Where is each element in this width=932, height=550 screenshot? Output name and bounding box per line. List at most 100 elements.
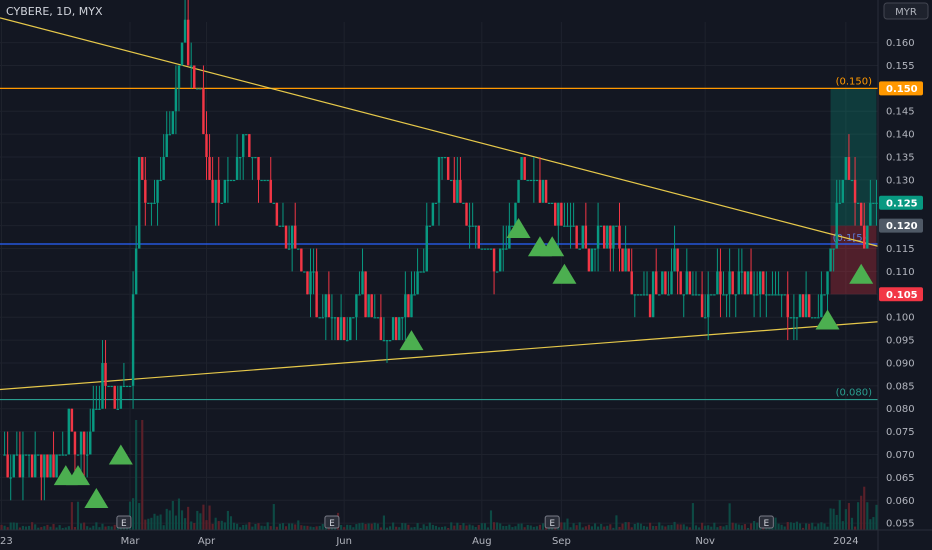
volume-bar <box>407 524 410 530</box>
volume-bar <box>92 525 95 530</box>
volume-bar <box>355 524 358 530</box>
volume-bar <box>196 510 199 530</box>
volume-bar <box>731 522 734 530</box>
price-tick-label: 0.130 <box>886 175 915 186</box>
candle-body <box>765 294 768 296</box>
volume-bar <box>40 527 43 530</box>
trendline <box>0 321 879 391</box>
candle-body <box>358 294 361 296</box>
earnings-marker <box>758 515 774 529</box>
price-tick-label: 0.065 <box>886 473 915 484</box>
candle-body <box>342 317 346 341</box>
candle-body <box>630 271 633 295</box>
volume-bar <box>578 522 581 530</box>
candle-body <box>180 42 184 66</box>
candle-body <box>450 179 453 182</box>
volume-bar <box>266 522 269 530</box>
horizontal-lines[interactable]: (0.150) (0.080) <box>0 76 878 401</box>
volume-bar <box>150 517 153 530</box>
candle-body <box>593 248 597 250</box>
candle-body <box>502 248 505 250</box>
volume-bar <box>86 526 89 530</box>
candle-body <box>758 271 762 295</box>
candle-body <box>618 225 621 249</box>
candle-body <box>811 317 814 319</box>
candle-body <box>318 317 321 319</box>
volume-bar <box>563 522 566 530</box>
candle-body <box>404 294 407 318</box>
candle-body <box>703 317 707 319</box>
volume-bar <box>664 526 667 530</box>
volume-bar <box>388 526 392 530</box>
volume-bar <box>370 523 373 530</box>
currency-badge[interactable] <box>883 2 929 20</box>
candle-body <box>722 294 725 296</box>
volume-bar <box>12 522 15 530</box>
candle-body <box>98 408 101 410</box>
price-tick-label: 0.115 <box>886 244 915 255</box>
candle-body <box>144 179 147 203</box>
price-tick-label: 0.140 <box>886 130 915 141</box>
candle-body <box>866 225 869 249</box>
trendlines[interactable] <box>0 17 879 391</box>
up-arrow-marker <box>506 217 531 238</box>
volume-bar <box>27 525 31 530</box>
candle-body <box>398 317 401 341</box>
volume-bar <box>272 504 275 530</box>
volume-bar <box>257 523 260 530</box>
volume-bar <box>31 522 34 530</box>
candle-body <box>110 385 113 388</box>
candle-body <box>505 248 508 250</box>
candle-body <box>64 454 67 456</box>
volume-bar <box>232 522 236 530</box>
volume-bar <box>327 527 330 530</box>
candle-body <box>287 248 291 250</box>
price-label-tag <box>879 81 923 96</box>
time-tick-label: Sep <box>552 536 571 547</box>
volume-bar <box>251 526 254 530</box>
candle-body <box>373 317 376 319</box>
candle-body <box>33 454 37 478</box>
candle-body <box>46 454 49 478</box>
volume-bar <box>505 525 508 530</box>
candle-body <box>330 317 334 319</box>
volume-bar <box>239 527 242 530</box>
candle-body <box>719 271 722 295</box>
candle-body <box>529 179 533 182</box>
candle-body <box>495 271 499 273</box>
candle-body <box>554 202 557 226</box>
volume-bar <box>358 523 361 530</box>
volume-bar <box>829 508 832 530</box>
horizontal-line-label: (0.080) <box>836 388 873 399</box>
candle-body <box>841 179 845 203</box>
candle-body <box>339 317 343 341</box>
candle-body <box>832 248 835 250</box>
volume-bar <box>645 526 649 530</box>
volume-bar <box>477 524 480 530</box>
volume-bar <box>520 523 523 530</box>
candle-body <box>61 454 64 456</box>
time-tick-label: Aug <box>472 536 492 547</box>
volume-bar <box>413 527 416 530</box>
volume-bar <box>682 524 685 530</box>
volume-bar <box>98 527 101 530</box>
volume-bar <box>226 510 229 530</box>
candle-body <box>581 225 585 249</box>
volume-bar <box>64 527 67 530</box>
candle-body <box>177 65 181 89</box>
volume-bar <box>801 527 805 530</box>
volume-bar <box>716 527 719 530</box>
price-label-text: 0.120 <box>886 221 918 232</box>
candle-body <box>566 225 569 227</box>
candle-body <box>125 385 129 388</box>
volume-bar <box>853 526 857 530</box>
volume-bar <box>9 522 12 530</box>
volume-bar <box>434 525 438 530</box>
candle-body <box>853 179 857 203</box>
long-position-box[interactable]: (0.1[5) <box>830 88 877 295</box>
up-arrow-marker <box>540 236 565 257</box>
candle-body <box>443 157 447 159</box>
volume-bar <box>156 515 159 530</box>
